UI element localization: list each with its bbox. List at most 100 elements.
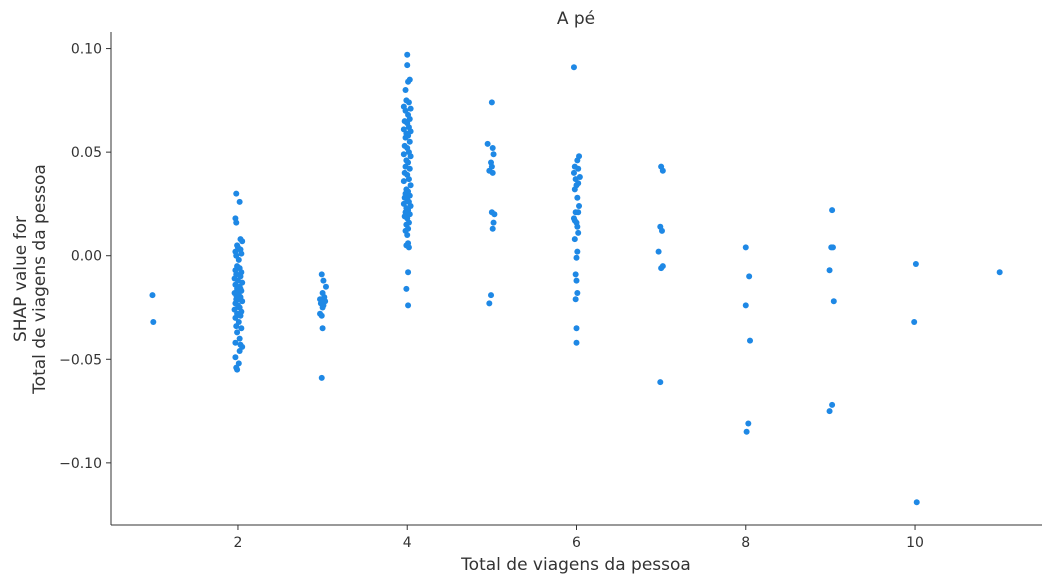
- scatter-point: [318, 374, 325, 381]
- scatter-point: [405, 78, 412, 85]
- scatter-point: [319, 304, 326, 311]
- scatter-point: [826, 267, 833, 274]
- scatter-point: [407, 105, 414, 112]
- scatter-point: [150, 319, 157, 325]
- x-axis-title: Total de viagens da pessoa: [460, 555, 691, 575]
- scatter-point: [913, 499, 920, 506]
- scatter-point: [747, 337, 754, 344]
- scatter-point: [575, 229, 582, 236]
- scatter-point: [742, 244, 749, 251]
- scatter-point: [574, 194, 581, 201]
- y-axis-title-line-1: SHAP value for: [11, 216, 31, 342]
- scatter-point: [489, 169, 496, 176]
- scatter-point: [573, 325, 580, 332]
- scatter-point: [657, 379, 664, 386]
- scatter-point: [406, 165, 413, 172]
- scatter-point: [405, 176, 412, 183]
- scatter-point: [574, 157, 581, 164]
- scatter-point: [238, 250, 245, 257]
- scatter-point: [573, 277, 580, 284]
- scatter-point: [235, 296, 242, 303]
- scatter-point: [405, 302, 412, 309]
- scatter-point: [571, 186, 578, 193]
- scatter-point: [829, 207, 836, 214]
- scatter-point: [400, 178, 407, 185]
- scatter-point: [575, 209, 582, 216]
- scatter-point: [573, 339, 580, 346]
- x-tick-label: 10: [906, 535, 924, 551]
- scatter-point: [320, 277, 327, 284]
- x-tick-label: 2: [233, 535, 242, 551]
- scatter-point: [490, 219, 497, 226]
- scatter-point: [403, 285, 410, 292]
- scatter-point: [318, 271, 325, 278]
- scatter-point: [239, 238, 246, 245]
- y-tick-label: −0.05: [59, 352, 102, 368]
- scatter-point: [232, 314, 239, 321]
- scatter-point: [996, 269, 1003, 276]
- scatter-point: [491, 211, 498, 218]
- scatter-point: [236, 198, 243, 205]
- y-axis-title-line-2: Total de viagens da pessoa: [30, 164, 50, 395]
- scatter-points: [149, 51, 1003, 506]
- chart-title: A pé: [557, 9, 595, 29]
- scatter-point: [237, 285, 244, 292]
- scatter-point: [574, 248, 581, 255]
- y-tick-label: 0.10: [71, 42, 102, 58]
- scatter-point: [233, 323, 240, 330]
- scatter-point: [570, 169, 577, 176]
- x-tick-label: 4: [403, 535, 412, 551]
- scatter-point: [489, 225, 496, 232]
- scatter-point: [319, 325, 326, 332]
- scatter-point: [236, 348, 243, 354]
- scatter-point: [574, 223, 581, 230]
- scatter-point: [488, 292, 495, 299]
- scatter-point: [575, 165, 582, 172]
- x-tick-label: 8: [741, 535, 750, 551]
- scatter-point: [745, 420, 752, 427]
- scatter-point: [405, 99, 412, 106]
- scatter-point: [659, 167, 666, 174]
- x-tick-label: 6: [572, 535, 581, 551]
- scatter-point: [746, 273, 753, 280]
- y-axis-title: SHAP value for Total de viagens da pesso…: [11, 164, 50, 395]
- scatter-point: [405, 244, 412, 251]
- scatter-point: [404, 51, 411, 58]
- scatter-point: [235, 256, 242, 263]
- scatter-point: [404, 232, 411, 238]
- scatter-point: [912, 261, 919, 267]
- scatter-point: [488, 99, 495, 106]
- scatter-point: [829, 401, 836, 408]
- scatter-point: [826, 408, 833, 415]
- scatter-point: [570, 64, 577, 71]
- scatter-point: [571, 236, 578, 243]
- scatter-point: [574, 290, 581, 296]
- scatter-point: [486, 300, 493, 307]
- scatter-point: [572, 296, 579, 303]
- scatter-point: [407, 153, 414, 160]
- scatter-point: [743, 428, 750, 435]
- scatter-point: [742, 302, 749, 309]
- scatter-point: [234, 329, 241, 336]
- scatter-point: [829, 244, 836, 251]
- y-tick-label: 0.00: [71, 249, 102, 265]
- scatter-point: [658, 227, 665, 234]
- scatter-point: [233, 190, 240, 197]
- scatter-point: [405, 269, 412, 276]
- y-tick-label: 0.05: [71, 145, 102, 161]
- scatter-point: [232, 339, 239, 346]
- scatter-point: [576, 203, 583, 209]
- scatter-point: [232, 354, 239, 361]
- scatter-point: [490, 151, 497, 158]
- scatter-point: [400, 151, 407, 158]
- scatter-point: [573, 254, 580, 261]
- scatter-point: [238, 325, 245, 332]
- scatter-point: [658, 265, 665, 272]
- scatter-point: [406, 138, 413, 145]
- scatter-point: [489, 145, 496, 151]
- scatter-point: [402, 87, 409, 93]
- scatter-point: [830, 298, 837, 305]
- scatter-point: [234, 366, 241, 373]
- scatter-point: [484, 140, 491, 147]
